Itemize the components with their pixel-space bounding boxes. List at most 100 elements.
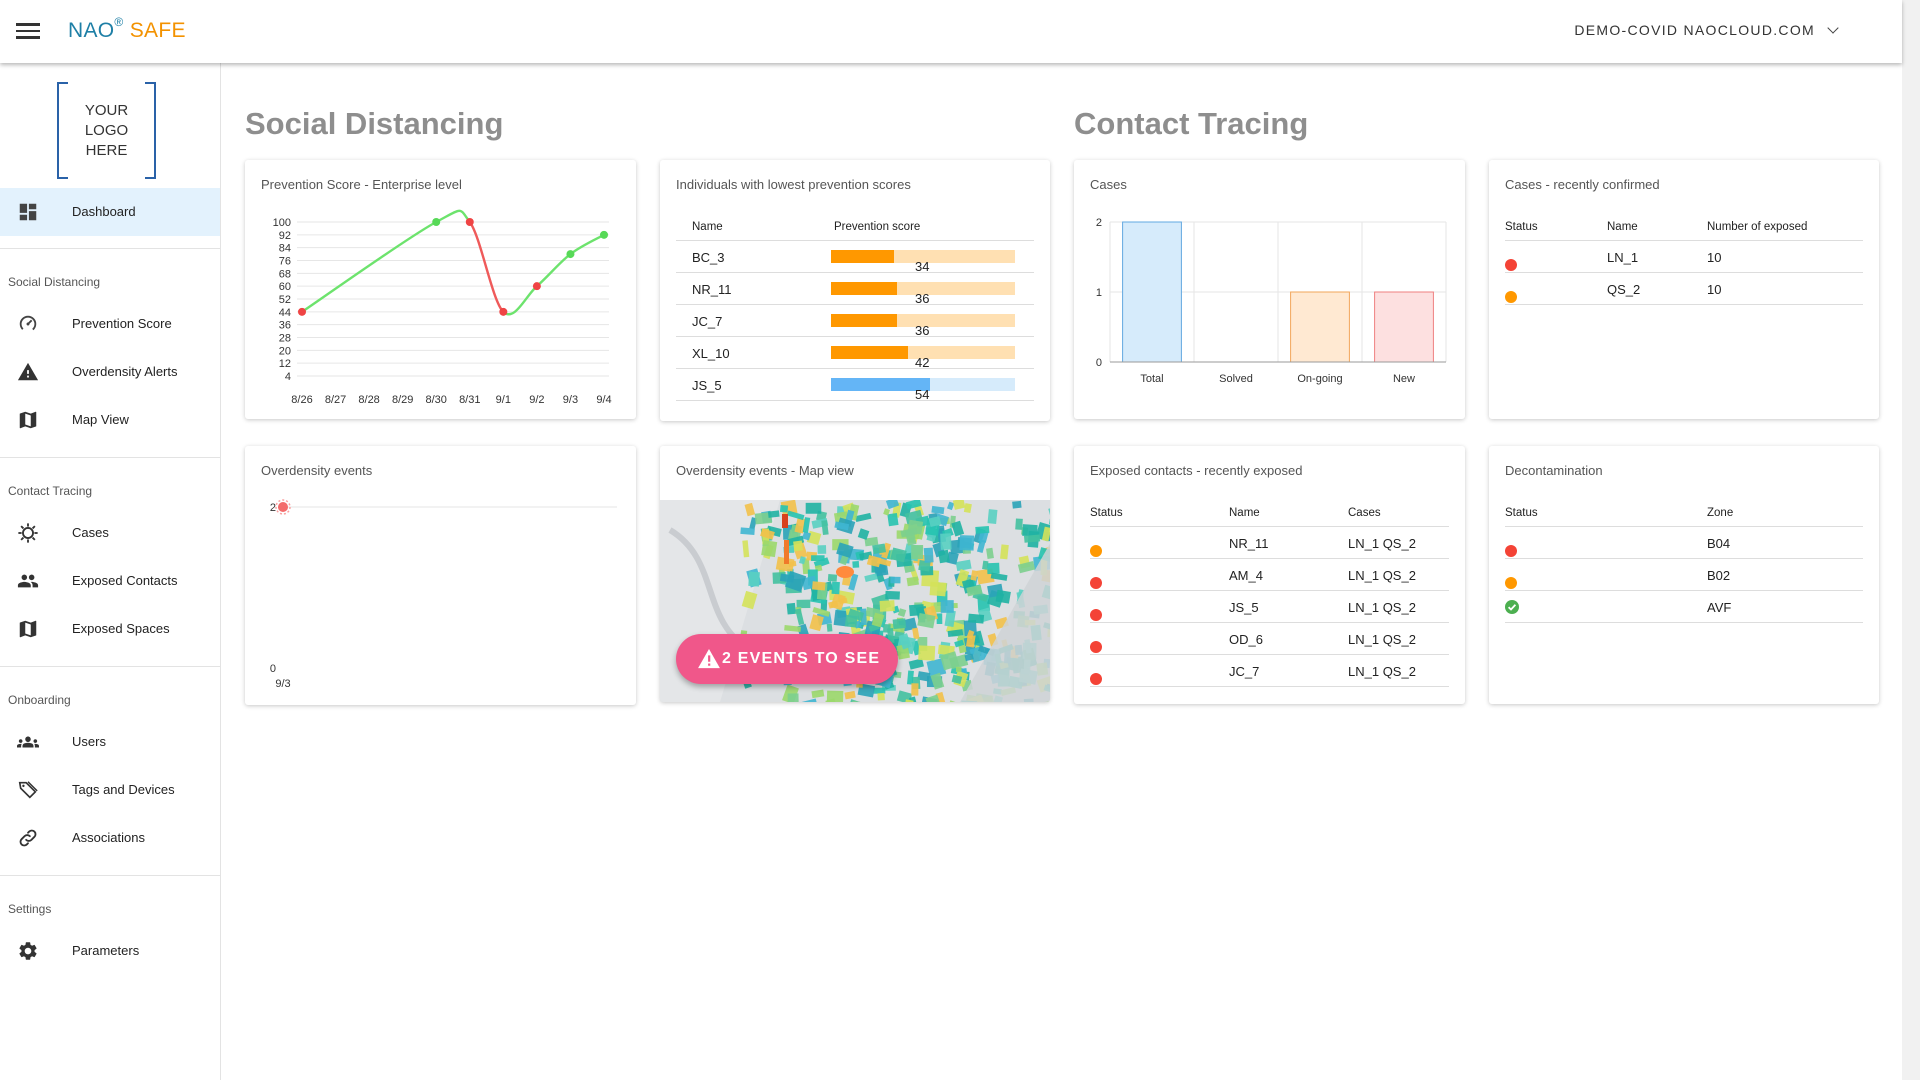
brand-logo[interactable]: NAO® SAFE: [68, 15, 186, 43]
menu-icon[interactable]: [16, 20, 40, 42]
data-point[interactable]: [532, 282, 541, 291]
x-tick-label: 8/28: [358, 394, 379, 406]
sidebar-item-label: Cases: [72, 525, 109, 540]
warning-icon: [698, 649, 720, 669]
card-title: Overdensity events - Map view: [676, 463, 854, 478]
column-header: Cases: [1348, 507, 1381, 519]
data-point-halo: [275, 499, 291, 515]
table-header: Status Zone: [1505, 500, 1863, 527]
sidebar-item-tags-devices[interactable]: Tags and Devices: [0, 766, 220, 814]
table-row[interactable]: OD_6 LN_1 QS_2: [1090, 623, 1449, 655]
sidebar-item-label: Overdensity Alerts: [72, 364, 178, 379]
table-row[interactable]: LN_1 10: [1505, 241, 1863, 273]
y-tick-label: 1: [1096, 287, 1102, 299]
events-button-label: 2 EVENTS TO SEE: [722, 650, 881, 667]
row-zone: AVF: [1707, 600, 1732, 615]
table-row[interactable]: JC_7 LN_1 QS_2: [1090, 655, 1449, 687]
row-name: BC_3: [692, 250, 725, 265]
table-row[interactable]: AVF: [1505, 591, 1863, 623]
logo-line-3: HERE: [85, 142, 128, 159]
sidebar-item-label: Parameters: [72, 943, 140, 958]
data-point[interactable]: [298, 307, 306, 316]
sidebar-item-label: Exposed Contacts: [72, 573, 178, 588]
table-row[interactable]: JC_7 36: [676, 305, 1034, 338]
column-header: Name: [1229, 507, 1260, 519]
x-tick-label: 8/30: [426, 394, 447, 406]
sidebar-item-parameters[interactable]: Parameters: [0, 927, 220, 975]
row-zone: B02: [1707, 568, 1731, 583]
x-tick-label: 8/27: [325, 394, 346, 406]
sidebar-item-dashboard[interactable]: Dashboard: [0, 188, 220, 236]
domain-selector[interactable]: DEMO-COVID NAOCLOUD.COM: [1574, 22, 1839, 38]
scrollbar[interactable]: [1902, 0, 1920, 1080]
y-tick-label: 36: [279, 320, 291, 332]
table-row[interactable]: B04: [1505, 527, 1863, 559]
row-name: LN_1: [1607, 250, 1639, 265]
table-row[interactable]: NR_11 36: [676, 273, 1034, 306]
sidebar-item-exposed-spaces[interactable]: Exposed Spaces: [0, 605, 220, 653]
score-bar: 36: [831, 314, 1015, 338]
table-row[interactable]: XL_10 42: [676, 337, 1034, 370]
column-header: Name: [692, 221, 723, 233]
data-point[interactable]: [278, 502, 288, 512]
y-tick-label: 52: [279, 294, 291, 306]
row-name: JC_7: [692, 314, 723, 329]
x-tick-label: 8/26: [291, 394, 312, 406]
card-title: Cases - recently confirmed: [1505, 177, 1660, 192]
sidebar-item-prevention-score[interactable]: Prevention Score: [0, 300, 220, 348]
column-header: Number of exposed: [1707, 221, 1808, 233]
card-title: Overdensity events: [261, 463, 373, 478]
table-row[interactable]: B02: [1505, 559, 1863, 591]
x-tick-label: Total: [1140, 373, 1163, 385]
data-point[interactable]: [499, 307, 508, 316]
events-button[interactable]: 2 EVENTS TO SEE: [676, 634, 898, 684]
series-line-segment: [502, 285, 538, 316]
score-value: 36: [915, 323, 930, 338]
sidebar-item-label: Associations: [72, 830, 145, 845]
sidebar-item-associations[interactable]: Associations: [0, 814, 220, 862]
data-point[interactable]: [566, 250, 575, 259]
logo-line-1: YOUR: [84, 102, 129, 119]
row-name: OD_6: [1229, 632, 1263, 647]
row-name: NR_11: [692, 282, 732, 297]
data-point[interactable]: [600, 230, 608, 239]
column-header: Status: [1505, 507, 1538, 519]
data-point[interactable]: [465, 218, 474, 226]
people-icon: [17, 574, 39, 588]
y-tick-label: 44: [279, 307, 291, 319]
overdensity-card: Overdensity events 2 0 9/3: [245, 446, 636, 705]
sidebar-item-label: Prevention Score: [72, 316, 172, 331]
row-name: JS_5: [692, 378, 722, 393]
table-row[interactable]: NR_11 LN_1 QS_2: [1090, 527, 1449, 559]
table-row[interactable]: AM_4 LN_1 QS_2: [1090, 559, 1449, 591]
map-icon: [19, 411, 37, 429]
prevention-score-card: Prevention Score - Enterprise level 100 9…: [245, 160, 636, 419]
recent-cases-table: Status Name Number of exposed LN_1 10 QS_2…: [1505, 214, 1863, 305]
score-value: 36: [915, 291, 930, 306]
tags-icon: [18, 781, 38, 799]
score-value: 42: [915, 355, 930, 370]
column-header: Status: [1505, 221, 1538, 233]
data-point[interactable]: [432, 218, 441, 226]
bar[interactable]: [1290, 291, 1350, 363]
bar[interactable]: [1122, 221, 1182, 363]
sidebar-item-users[interactable]: Users: [0, 718, 220, 766]
table-row[interactable]: JS_5 54: [676, 369, 1034, 402]
series-line-segment: [435, 209, 471, 224]
sidebar-item-exposed-contacts[interactable]: Exposed Contacts: [0, 557, 220, 605]
x-tick-label: 9/3: [275, 678, 290, 690]
row-name: XL_10: [692, 346, 730, 361]
table-row[interactable]: JS_5 LN_1 QS_2: [1090, 591, 1449, 623]
x-tick-label: 8/31: [459, 394, 480, 406]
dashboard-icon: [19, 203, 37, 221]
sidebar-item-map-view[interactable]: Map View: [0, 396, 220, 444]
sidebar-item-cases[interactable]: Cases: [0, 509, 220, 557]
card-title: Decontamination: [1505, 463, 1603, 478]
row-exposed: 10: [1707, 250, 1722, 265]
y-tick-label: 92: [279, 230, 291, 242]
table-row[interactable]: QS_2 10: [1505, 273, 1863, 305]
bar[interactable]: [1374, 291, 1434, 363]
table-row[interactable]: BC_3 34: [676, 241, 1034, 274]
sidebar-item-overdensity-alerts[interactable]: Overdensity Alerts: [0, 348, 220, 396]
sidebar: YOUR LOGO HERE Dashboard Social Distanci…: [0, 63, 221, 1080]
